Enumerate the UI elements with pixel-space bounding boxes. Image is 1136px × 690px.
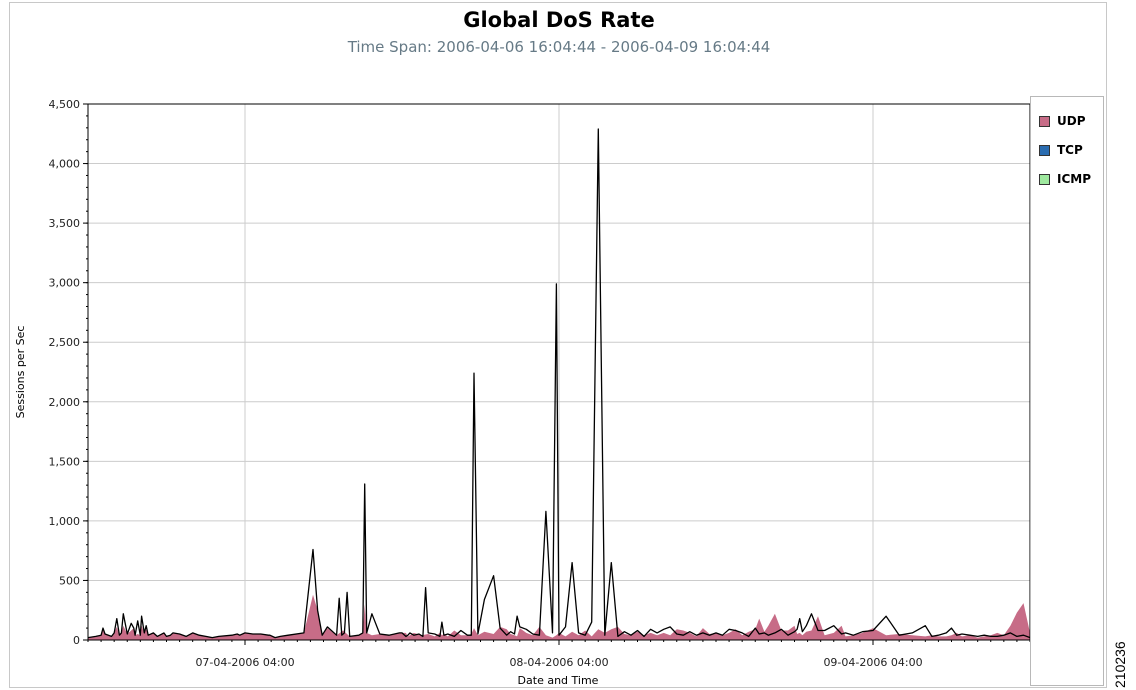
chart-title: Global DoS Rate xyxy=(463,8,655,32)
x-tick-label: 08-04-2006 04:00 xyxy=(509,656,608,669)
y-tick-label: 0 xyxy=(73,634,80,647)
y-tick-label: 1,500 xyxy=(49,455,81,468)
y-axis-label: Sessions per Sec xyxy=(14,326,27,419)
y-tick-label: 1,000 xyxy=(49,515,81,528)
y-tick-label: 4,000 xyxy=(49,158,81,171)
chart-subtitle: Time Span: 2006-04-06 16:04:44 - 2006-04… xyxy=(347,38,771,56)
y-tick-label: 2,500 xyxy=(49,336,81,349)
legend-item-udp: UDP xyxy=(1039,113,1086,129)
y-tick-label: 500 xyxy=(59,574,80,587)
y-tick-label: 3,000 xyxy=(49,277,81,290)
y-tick-label: 4,500 xyxy=(49,98,81,111)
x-tick-label: 07-04-2006 04:00 xyxy=(195,656,294,669)
legend-item-icmp: ICMP xyxy=(1039,171,1091,187)
series-layer xyxy=(87,128,1031,640)
series-line-total xyxy=(87,128,1031,639)
legend: UDP TCP ICMP xyxy=(1030,96,1104,686)
legend-swatch-udp xyxy=(1039,115,1050,127)
legend-swatch-icmp xyxy=(1039,173,1050,185)
legend-swatch-tcp xyxy=(1039,144,1050,156)
legend-label-icmp: ICMP xyxy=(1057,172,1092,186)
figure-id: 210236 xyxy=(1112,641,1128,688)
x-tick-label: 09-04-2006 04:00 xyxy=(823,656,922,669)
legend-label-tcp: TCP xyxy=(1057,143,1083,157)
legend-label-udp: UDP xyxy=(1057,114,1086,128)
legend-item-tcp: TCP xyxy=(1039,142,1083,158)
y-tick-label: 3,500 xyxy=(49,217,81,230)
y-tick-label: 2,000 xyxy=(49,396,81,409)
axes: 0 500 1,000 1,500 2,000 2,500 3,000 3,500 4,000 4… xyxy=(49,98,1031,669)
series-area-udp xyxy=(88,594,1030,640)
x-axis-label: Date and Time xyxy=(518,674,599,687)
